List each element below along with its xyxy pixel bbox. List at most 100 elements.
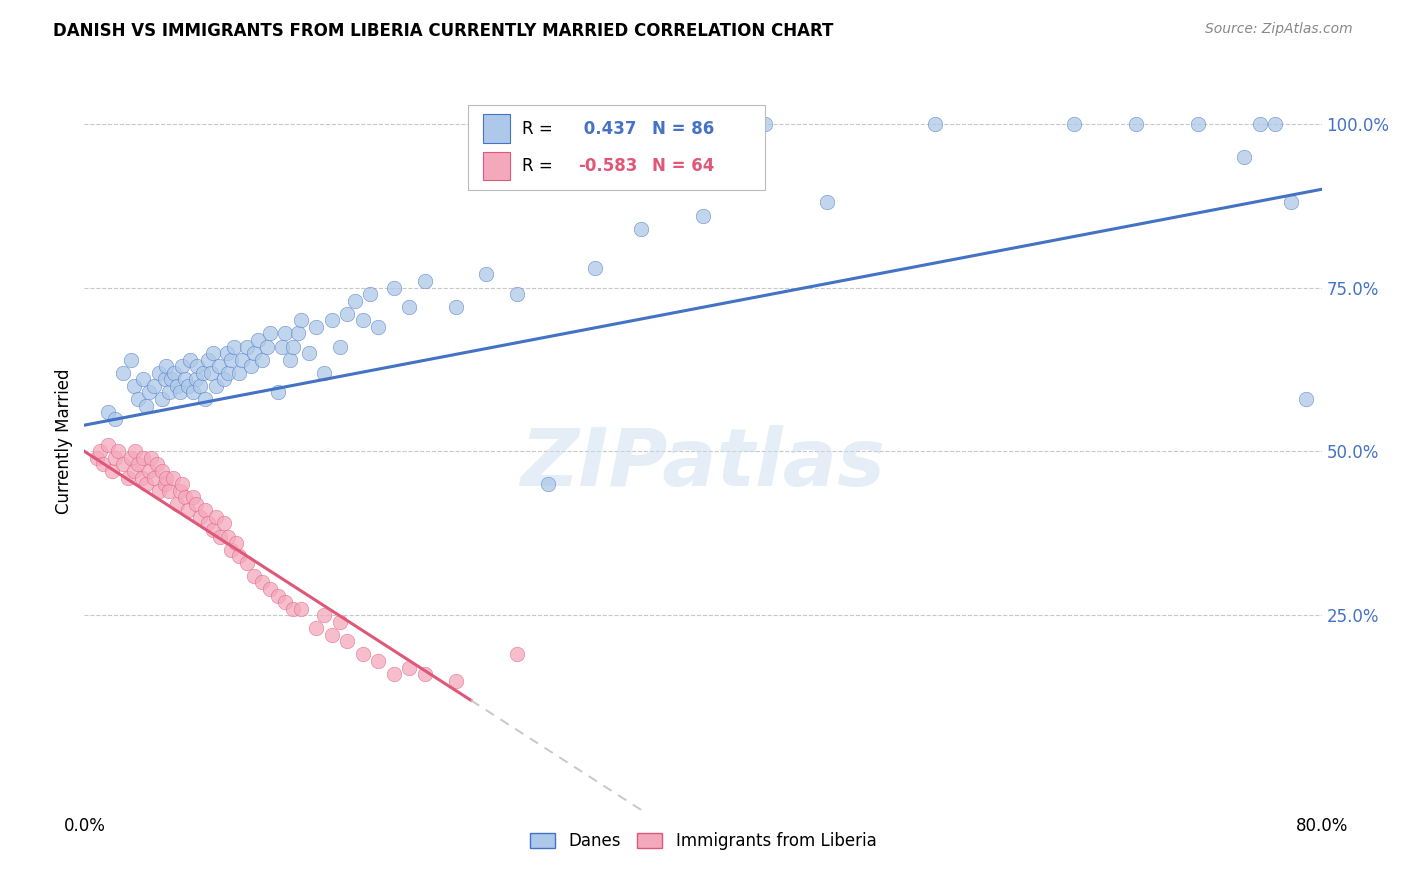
Point [235,339,259,353]
Point [413,667,436,681]
Point [177,503,200,517]
Point [197,352,219,367]
Point [259,326,281,341]
Bar [482,114,510,143]
Point [475,268,498,282]
Point [1295,392,1317,406]
Point [1187,117,1209,131]
Point [271,339,294,353]
Point [177,379,200,393]
Point [170,359,193,374]
Point [132,450,155,465]
Point [312,366,335,380]
Point [169,483,191,498]
Point [336,307,359,321]
Point [138,464,160,478]
Point [135,477,157,491]
Point [506,287,529,301]
Point [212,372,235,386]
Point [267,589,290,603]
Point [117,470,139,484]
Text: Source: ZipAtlas.com: Source: ZipAtlas.com [1205,22,1353,37]
Point [188,509,211,524]
Point [228,549,250,564]
Point [86,450,108,465]
Point [274,595,297,609]
Text: R =: R = [523,120,553,137]
Point [274,326,297,341]
Point [194,503,217,517]
Point [124,444,146,458]
Point [312,608,335,623]
Point [267,385,290,400]
Point [193,366,215,380]
Point [398,300,420,314]
Point [224,339,246,353]
Bar [482,152,510,180]
Point [444,300,467,314]
Point [107,444,129,458]
Point [186,359,208,374]
Point [135,399,157,413]
Point [138,385,160,400]
Point [120,352,142,367]
Point [112,366,135,380]
Point [184,372,207,386]
Point [382,667,405,681]
Point [367,654,389,668]
Point [104,450,127,465]
Point [162,470,184,484]
Legend: Danes, Immigrants from Liberia: Danes, Immigrants from Liberia [523,825,883,856]
Point [1279,195,1302,210]
Point [1125,117,1147,131]
Point [228,366,250,380]
Point [352,313,374,327]
Point [444,673,467,688]
Point [1233,149,1256,163]
Point [537,477,560,491]
Point [215,346,238,360]
Point [212,516,235,531]
Point [692,209,714,223]
Point [413,274,436,288]
Text: N = 86: N = 86 [652,120,714,137]
Point [305,621,328,635]
Point [398,660,420,674]
Point [155,470,177,484]
Point [754,117,776,131]
Point [122,379,145,393]
Point [131,470,153,484]
Point [96,438,118,452]
Point [132,372,155,386]
Point [290,601,312,615]
Point [360,287,382,301]
Point [122,464,145,478]
Point [96,405,118,419]
Point [153,372,176,386]
Point [205,509,228,524]
Point [143,379,166,393]
Point [250,575,273,590]
Point [219,352,242,367]
Point [1063,117,1085,131]
Y-axis label: Currently Married: Currently Married [55,368,73,515]
Point [583,260,606,275]
Point [630,221,652,235]
Point [290,313,312,327]
Point [256,339,278,353]
Point [104,411,127,425]
Point [184,497,207,511]
Point [219,542,242,557]
Point [163,366,186,380]
Point [89,444,111,458]
Point [201,523,224,537]
Point [159,483,180,498]
Text: N = 64: N = 64 [652,157,714,175]
Point [231,352,253,367]
Point [281,339,305,353]
Point [139,450,162,465]
Point [367,319,389,334]
Point [208,359,231,374]
Point [143,470,166,484]
Point [169,385,191,400]
